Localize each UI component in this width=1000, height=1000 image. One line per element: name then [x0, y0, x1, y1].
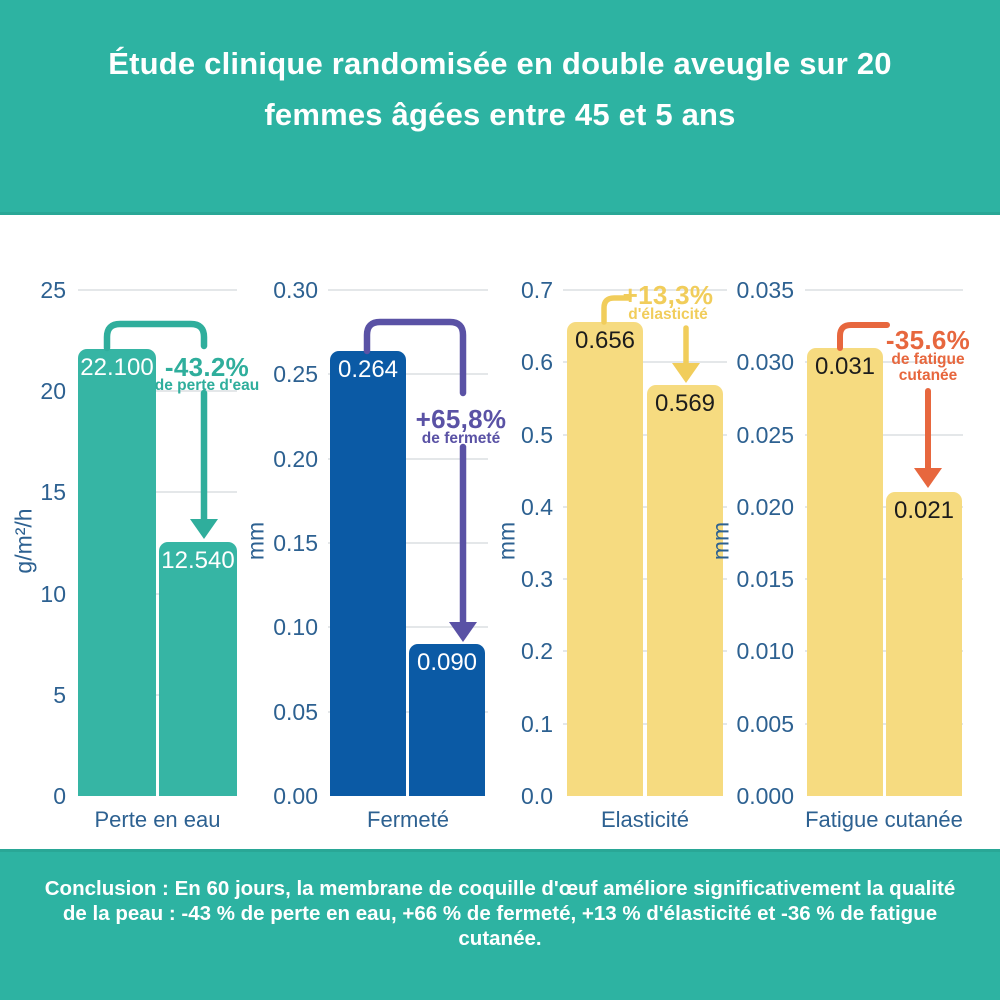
annotation-bracket	[103, 320, 208, 352]
y-axis-tick-label: 0.10	[273, 614, 318, 641]
y-axis-unit-label: mm	[242, 521, 269, 561]
y-axis-tick-label: 0.030	[736, 349, 794, 376]
bar-before	[807, 347, 883, 796]
gridline	[805, 289, 963, 291]
conclusion-banner: Conclusion : En 60 jours, la membrane de…	[0, 849, 1000, 1000]
bar-before	[78, 348, 156, 796]
category-label: Elasticité	[600, 807, 690, 832]
bar-value-label: 0.090	[416, 649, 478, 677]
category-label: Fermeté	[367, 807, 449, 832]
category-label: Fatigue cutanée	[805, 807, 963, 832]
gridline	[78, 390, 237, 393]
gridline	[805, 505, 963, 508]
y-axis-tick-label: 0.015	[736, 566, 794, 593]
y-axis-tick-label: 5	[53, 681, 66, 708]
y-axis-tick-label: 25	[40, 277, 66, 303]
y-axis-tick-label: 20	[40, 378, 66, 405]
y-axis-tick-label: 0.6	[521, 349, 553, 376]
y-axis-tick-label: 0.2	[521, 638, 553, 665]
bar-before	[330, 350, 406, 796]
y-axis-tick-label: 0.5	[521, 421, 553, 448]
gridline	[328, 710, 488, 713]
y-axis-tick-label: 0.4	[521, 493, 553, 520]
gridline	[78, 592, 237, 595]
gridline	[805, 650, 963, 653]
bar-value-label: 0.021	[893, 497, 955, 525]
annotation-caption: de perte d'eau	[154, 377, 260, 394]
y-axis-tick-label: 0.025	[736, 421, 794, 448]
title-line-1: Étude clinique randomisée en double aveu…	[108, 46, 892, 81]
y-axis-tick-label: 0.25	[273, 361, 318, 388]
title-line-2: femmes âgées entre 45 et 5 ans	[264, 97, 736, 132]
y-axis-tick-label: 0.1	[521, 710, 553, 737]
bar-value-label: 0.031	[814, 352, 876, 380]
y-axis-tick-label: 0.005	[736, 710, 794, 737]
y-axis-tick-label: 0.3	[521, 566, 553, 593]
arrow-down-icon	[190, 519, 218, 539]
y-axis-tick-label: 0	[53, 783, 66, 809]
y-axis-tick-label: 15	[40, 479, 66, 506]
y-axis-tick-label: 0.05	[273, 698, 318, 725]
gridline	[563, 361, 727, 364]
conclusion-text: Conclusion : En 60 jours, la membrane de…	[44, 877, 956, 950]
gridline	[328, 457, 488, 460]
gridline	[328, 289, 488, 291]
gridline	[563, 722, 727, 725]
gridline	[328, 542, 488, 544]
gridline	[563, 433, 727, 436]
annotation-percent: -43.2%	[164, 352, 250, 382]
y-axis-tick-label: 0.035	[736, 277, 794, 303]
bar-before	[567, 321, 643, 796]
gridline	[805, 433, 963, 436]
annotation-caption: de fermeté	[421, 430, 501, 447]
bar-value-label: 12.540	[161, 547, 235, 575]
arrow-down-icon	[672, 363, 700, 383]
annotation-caption: de fatigue cutanée	[891, 351, 965, 384]
charts-area: 25 20 15 10 5 0 g/m²/h 22.100 12.540 Perte en eau…	[0, 215, 1000, 849]
y-axis-tick-label: 0.000	[736, 783, 794, 809]
gridline	[78, 693, 237, 696]
annotation-percent: -35.6%	[885, 325, 971, 355]
y-axis-tick-label: 10	[40, 580, 66, 607]
y-axis-tick-label: 0.010	[736, 638, 794, 665]
y-axis-unit-label: g/m²/h	[10, 508, 37, 574]
gridline	[805, 722, 963, 725]
bar-value-label: 0.264	[337, 355, 399, 383]
gridline	[805, 361, 963, 364]
gridline	[78, 289, 237, 291]
annotation-caption: d'élasticité	[628, 306, 708, 323]
arrow-down-icon	[914, 468, 942, 488]
gridline	[328, 626, 488, 629]
bar-value-label: 0.569	[654, 389, 716, 417]
y-axis-tick-label: 0.00	[273, 783, 318, 809]
bar-after	[647, 384, 723, 796]
gridline	[563, 505, 727, 508]
y-axis-unit-label: mm	[707, 521, 734, 561]
y-axis-tick-label: 0.20	[273, 445, 318, 472]
y-axis-tick-label: 0.30	[273, 277, 318, 303]
category-label: Perte en eau	[94, 807, 221, 832]
study-title: Étude clinique randomisée en double aveu…	[108, 38, 892, 140]
bar-after	[159, 542, 237, 796]
gridline	[563, 289, 727, 291]
gridline	[805, 578, 963, 581]
y-axis-tick-label: 0.15	[273, 530, 318, 556]
gridline	[563, 650, 727, 653]
header-banner: Étude clinique randomisée en double aveu…	[0, 0, 1000, 215]
y-axis-unit-label: mm	[493, 521, 520, 561]
bar-after	[409, 644, 485, 796]
y-axis-tick-label: 0.0	[521, 783, 553, 809]
bar-value-label: 22.100	[80, 353, 154, 381]
y-axis-tick-label: 0.020	[736, 493, 794, 520]
annotation-percent: +13,3%	[622, 280, 714, 310]
gridline	[78, 491, 237, 494]
gridline	[563, 578, 727, 581]
bar-value-label: 0.656	[574, 326, 636, 354]
annotation-percent: +65,8%	[415, 404, 507, 434]
bar-after	[886, 492, 962, 796]
y-axis-tick-label: 0.7	[521, 277, 553, 303]
